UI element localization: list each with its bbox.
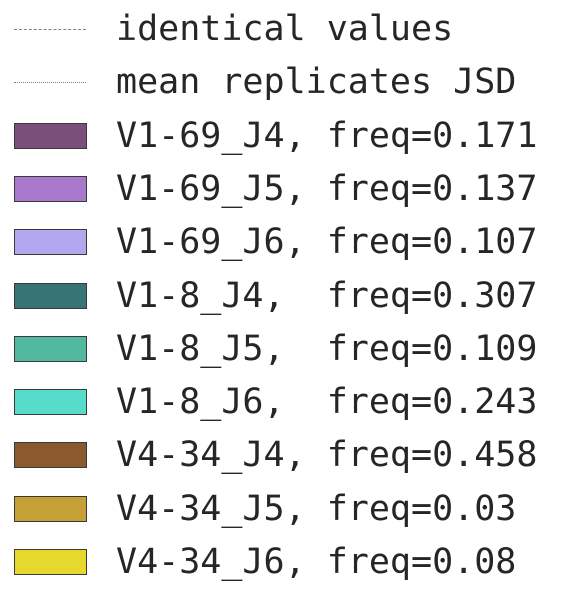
color-swatch xyxy=(14,229,87,256)
legend-label: V1-8_J4, freq=0.307 xyxy=(116,275,538,316)
legend-label: V1-8_J5, freq=0.109 xyxy=(116,328,538,369)
legend-entry: mean replicates JSD xyxy=(0,56,562,109)
legend-label: V1-8_J6, freq=0.243 xyxy=(116,382,538,423)
legend-label: mean replicates JSD xyxy=(116,62,517,103)
legend-label: V1-69_J4, freq=0.171 xyxy=(116,115,538,156)
color-swatch xyxy=(14,495,87,522)
color-swatch xyxy=(14,282,87,309)
color-swatch xyxy=(14,549,87,575)
dashed-line-swatch xyxy=(14,29,86,30)
legend-label: V4-34_J4, freq=0.458 xyxy=(116,435,538,476)
color-swatch xyxy=(14,389,87,416)
legend-label: V4-34_J5, freq=0.03 xyxy=(116,488,517,529)
legend-label: V1-69_J5, freq=0.137 xyxy=(116,168,538,209)
legend-label: identical values xyxy=(116,9,454,49)
legend-entry: V1-69_J6, freq=0.107 xyxy=(0,216,562,269)
legend-entry: V1-8_J6, freq=0.243 xyxy=(0,376,562,429)
dotted-line-swatch xyxy=(14,82,86,84)
legend-entry: V1-69_J4, freq=0.171 xyxy=(0,110,562,163)
color-swatch xyxy=(14,442,87,469)
color-swatch xyxy=(14,175,87,202)
legend-label: V4-34_J6, freq=0.08 xyxy=(116,542,517,582)
legend-label: V1-69_J6, freq=0.107 xyxy=(116,222,538,263)
legend-entry: V4-34_J5, freq=0.03 xyxy=(0,483,562,536)
legend-entry: V4-34_J6, freq=0.08 xyxy=(0,536,562,589)
legend-entry: identical values xyxy=(0,3,562,56)
color-swatch xyxy=(14,335,87,362)
color-swatch xyxy=(14,122,87,149)
legend-entry: V1-8_J4, freq=0.307 xyxy=(0,270,562,323)
legend-entry: V1-8_J5, freq=0.109 xyxy=(0,323,562,376)
legend-entry: V4-34_J4, freq=0.458 xyxy=(0,429,562,482)
legend-entry: V1-69_J5, freq=0.137 xyxy=(0,163,562,216)
